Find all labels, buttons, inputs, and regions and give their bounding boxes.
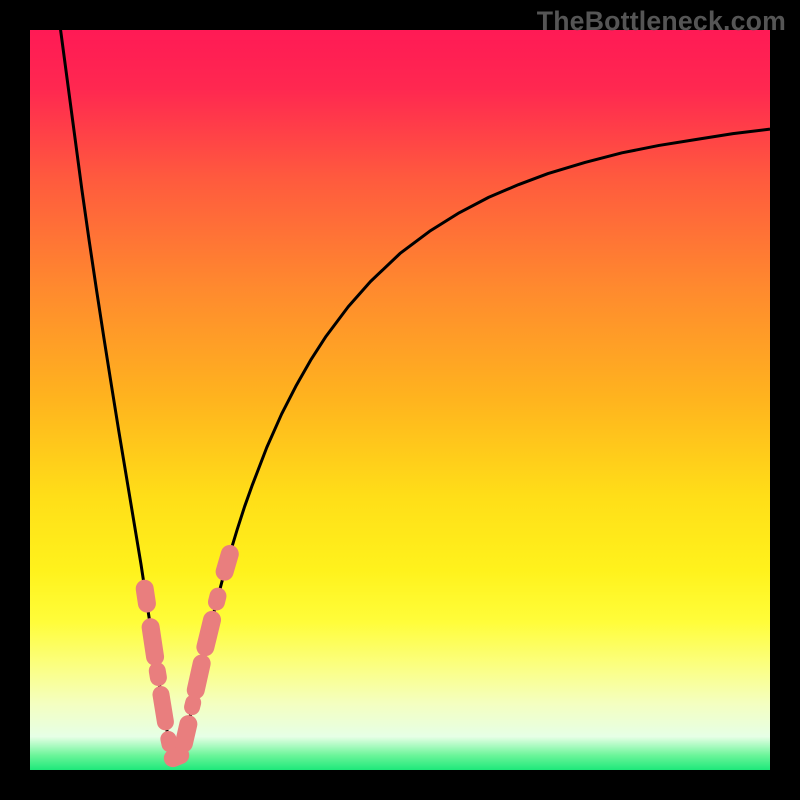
marker-band-8 (196, 663, 202, 690)
marker-band-10 (216, 596, 217, 602)
marker-band-6 (184, 724, 188, 743)
chart-container: TheBottleneck.com (0, 0, 800, 800)
marker-band-7 (192, 703, 193, 707)
marker-band-0 (145, 589, 147, 604)
marker-band-1 (151, 627, 155, 657)
marker-band-4 (168, 739, 169, 744)
gradient-background (30, 30, 770, 770)
chart-svg (0, 0, 800, 800)
marker-band-11 (225, 554, 230, 572)
marker-band-9 (205, 620, 212, 647)
watermark-text: TheBottleneck.com (537, 6, 786, 37)
marker-band-5 (173, 755, 180, 758)
marker-band-2 (157, 671, 158, 678)
marker-band-3 (161, 695, 165, 722)
